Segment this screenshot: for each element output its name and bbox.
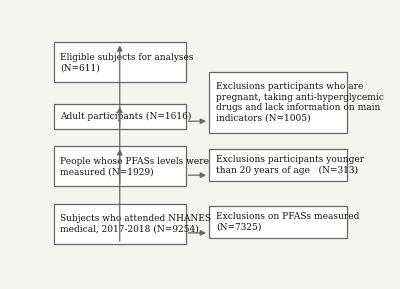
Bar	[209, 72, 347, 133]
Bar	[54, 42, 186, 82]
Text: Exclusions on PFASs measured
(N=7325): Exclusions on PFASs measured (N=7325)	[216, 212, 359, 231]
Text: Eligible subjects for analyses
(N=611): Eligible subjects for analyses (N=611)	[60, 53, 194, 72]
Text: Exclusions participants younger
than 20 years of age   (N=313): Exclusions participants younger than 20 …	[216, 155, 364, 175]
Text: Adult participants (N=1616): Adult participants (N=1616)	[60, 112, 192, 121]
Text: Exclusions participants who are
pregnant, taking anti-hyperglycemic
drugs and la: Exclusions participants who are pregnant…	[216, 82, 384, 123]
Text: People whose PFASs levels were
measured (N=1929): People whose PFASs levels were measured …	[60, 157, 210, 176]
Bar	[209, 149, 347, 181]
Text: Subjects who attended NHANES
medical, 2017-2018 (N=9254): Subjects who attended NHANES medical, 20…	[60, 214, 212, 234]
Bar	[54, 146, 186, 186]
Bar	[54, 104, 186, 129]
Bar	[54, 204, 186, 244]
Bar	[209, 205, 347, 238]
